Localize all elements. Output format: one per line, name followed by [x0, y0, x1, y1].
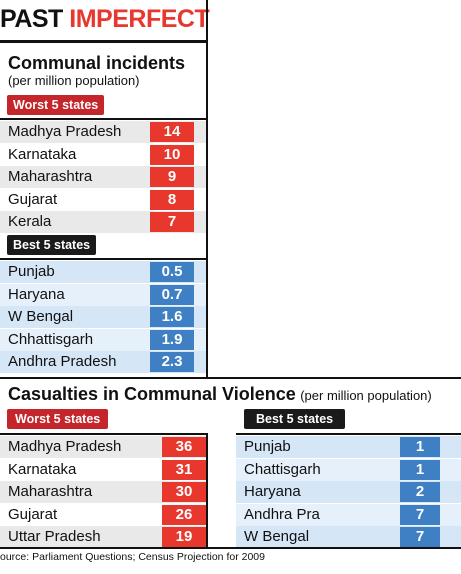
value-cell: 8: [150, 189, 194, 210]
table-row: Gujarat 8: [0, 188, 206, 211]
value-cell: 1: [400, 437, 440, 457]
state-label: Haryana: [8, 285, 65, 303]
table-row: Punjab 0.5: [0, 261, 206, 283]
state-label: Karnataka: [8, 460, 77, 478]
panel-right-border: [206, 0, 208, 377]
table-row: Karnataka 10: [0, 143, 206, 166]
value-cell: 1.6: [150, 307, 194, 327]
value-cell: 7: [150, 212, 194, 232]
state-label: Kerala: [8, 213, 52, 230]
cv-best-tag: Best 5 states: [244, 409, 346, 429]
state-label: Haryana: [244, 483, 301, 500]
value-cell: 7: [400, 527, 440, 547]
state-label: Gujarat: [8, 190, 58, 208]
value-cell: 10: [150, 144, 194, 165]
state-label: Chattisgarh: [244, 460, 321, 478]
value-cell: 31: [162, 459, 206, 480]
table-row: Maharashtra 30: [0, 481, 206, 503]
table-row: Gujarat 26: [0, 503, 206, 526]
value-cell: 2: [400, 482, 440, 502]
table-row: Chhattisgarh 1.9: [0, 328, 206, 351]
table-row: Haryana 0.7: [0, 283, 206, 306]
value-cell: 1: [400, 459, 440, 480]
source-note: ource: Parliament Questions; Census Proj…: [0, 551, 265, 563]
table-row: W Bengal 7: [236, 526, 461, 548]
communal-incidents-subtitle: (per million population): [8, 73, 140, 88]
state-label: Gujarat: [8, 505, 58, 523]
value-cell: 36: [162, 437, 206, 457]
value-cell: 30: [162, 482, 206, 502]
communal-incidents-title: Communal incidents: [8, 53, 186, 73]
title-divider: [0, 40, 208, 43]
value-cell: 9: [150, 167, 194, 187]
state-label: Uttar Pradesh: [8, 528, 101, 545]
state-label: Maharashtra: [8, 168, 93, 185]
table-row: Chattisgarh 1: [236, 458, 461, 481]
state-label: W Bengal: [8, 308, 74, 325]
page-title: PAST IMPERFECT: [0, 4, 210, 34]
table-row: Karnataka 31: [0, 458, 206, 481]
casualties-top-divider: [0, 377, 461, 379]
state-label: Chhattisgarh: [8, 330, 94, 348]
casualties-title: Casualties in Communal Violence: [8, 384, 296, 404]
table-row: Madhya Pradesh 14: [0, 121, 206, 143]
ci-worst-divider: [0, 118, 208, 120]
state-label: Madhya Pradesh: [8, 438, 122, 455]
ci-best-tag: Best 5 states: [7, 235, 97, 255]
cv-best-divider: [236, 433, 461, 435]
table-row: Maharashtra 9: [0, 166, 206, 188]
table-row: Kerala 7: [0, 211, 206, 233]
table-row: Punjab 1: [236, 436, 461, 458]
state-label: Maharashtra: [8, 483, 93, 500]
cv-worst-tag: Worst 5 states: [7, 409, 109, 429]
value-cell: 26: [162, 504, 206, 525]
bottom-divider: [0, 547, 461, 549]
table-row: Madhya Pradesh 36: [0, 436, 206, 458]
value-cell: 7: [400, 504, 440, 525]
table-row: Uttar Pradesh 19: [0, 526, 206, 548]
table-row: Haryana 2: [236, 481, 461, 503]
title-part-1: PAST: [0, 5, 70, 33]
table-row: Andhra Pra 7: [236, 503, 461, 526]
value-cell: 19: [162, 527, 206, 547]
title-part-2: IMPERFECT: [69, 5, 210, 33]
state-label: Madhya Pradesh: [8, 123, 122, 140]
ci-worst-tag: Worst 5 states: [7, 95, 105, 115]
table-row: W Bengal 1.6: [0, 306, 206, 328]
state-label: W Bengal: [244, 528, 310, 545]
casualties-subtitle: (per million population): [300, 388, 432, 403]
value-cell: 14: [150, 122, 194, 142]
state-label: Karnataka: [8, 145, 77, 163]
ci-best-divider: [0, 258, 208, 260]
cv-worst-divider: [0, 433, 208, 435]
value-cell: 0.7: [150, 284, 194, 305]
state-label: Andhra Pradesh: [8, 353, 117, 370]
value-cell: 1.9: [150, 329, 194, 350]
casualties-heading: Casualties in Communal Violence (per mil…: [8, 384, 432, 405]
state-label: Punjab: [244, 438, 291, 455]
cv-middle-border: [206, 433, 208, 547]
state-label: Andhra Pra: [244, 505, 320, 523]
table-row: Andhra Pradesh 2.3: [0, 351, 206, 373]
value-cell: 2.3: [150, 352, 194, 372]
value-cell: 0.5: [150, 262, 194, 282]
state-label: Punjab: [8, 263, 55, 280]
